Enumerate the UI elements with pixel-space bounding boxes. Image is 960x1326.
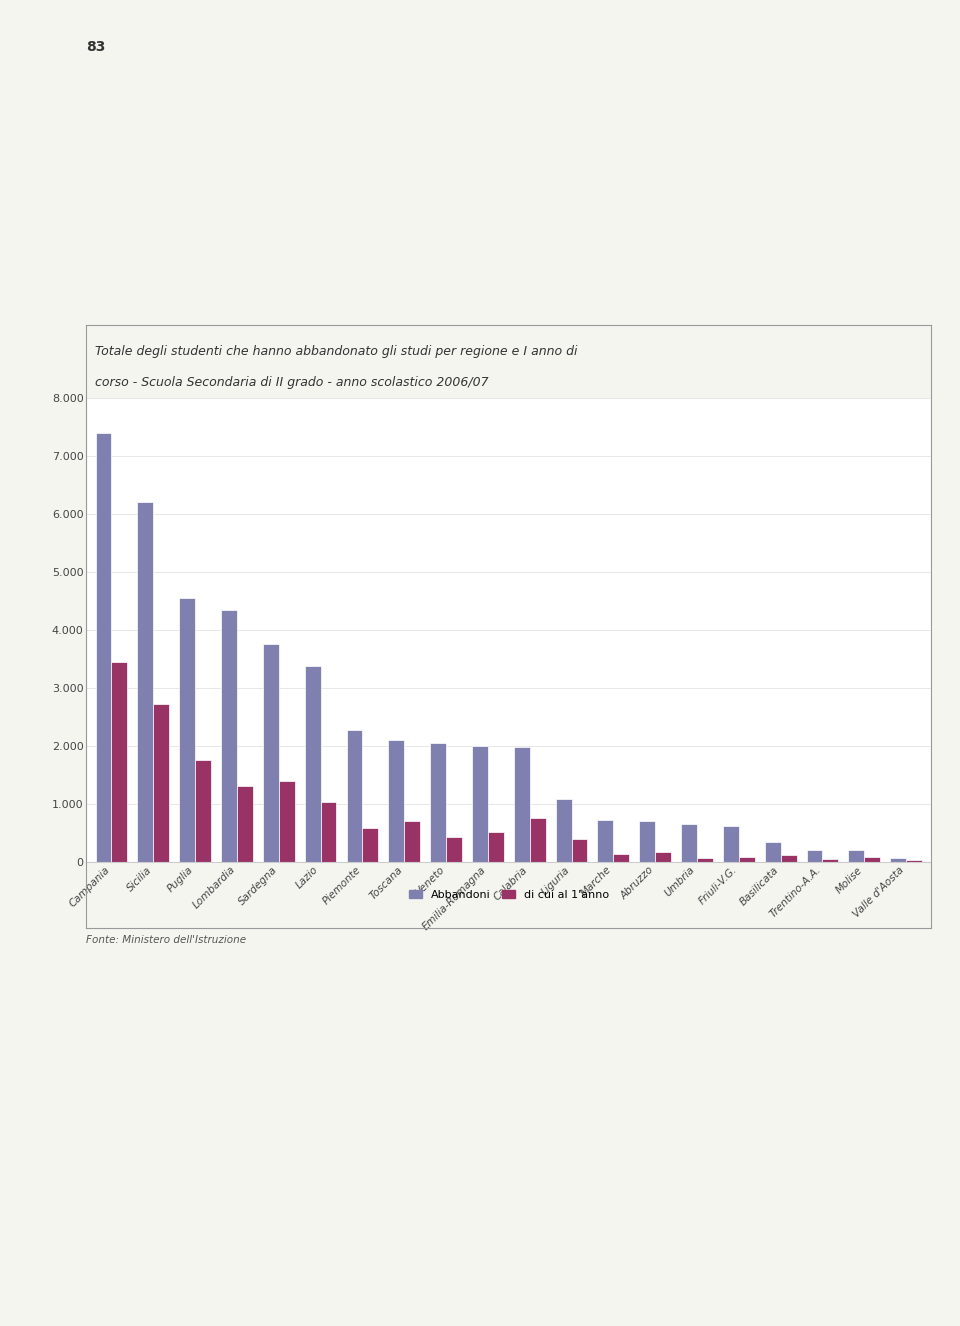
Bar <box>723 826 739 862</box>
Bar <box>278 781 295 862</box>
Bar <box>849 850 864 862</box>
Text: Totale degli studenti che hanno abbandonato gli studi per regione e I anno di: Totale degli studenti che hanno abbandon… <box>95 345 577 358</box>
Bar <box>430 743 446 862</box>
Bar <box>655 853 671 862</box>
Bar <box>639 821 655 862</box>
Bar <box>890 858 906 862</box>
Bar <box>263 644 278 862</box>
Bar <box>514 747 530 862</box>
Bar <box>137 503 154 862</box>
Text: Fonte: Ministero dell'Istruzione: Fonte: Ministero dell'Istruzione <box>86 935 247 945</box>
Bar <box>154 704 169 862</box>
Bar <box>530 818 545 862</box>
Bar <box>906 861 922 862</box>
Bar <box>780 855 797 862</box>
Bar <box>472 745 488 862</box>
Bar <box>180 598 195 862</box>
Bar <box>864 858 880 862</box>
Text: corso - Scuola Secondaria di II grado - anno scolastico 2006/07: corso - Scuola Secondaria di II grado - … <box>95 377 489 389</box>
Bar <box>613 854 629 862</box>
Bar <box>697 858 713 862</box>
Legend: Abbandoni, di cui al 1'anno: Abbandoni, di cui al 1'anno <box>404 886 613 904</box>
Bar <box>363 829 378 862</box>
Bar <box>389 740 404 862</box>
Bar <box>237 786 252 862</box>
Bar <box>765 842 780 862</box>
Bar <box>221 610 237 862</box>
Bar <box>681 825 697 862</box>
Bar <box>597 819 613 862</box>
Bar <box>404 821 420 862</box>
Bar <box>571 839 588 862</box>
Bar <box>556 800 571 862</box>
Bar <box>304 666 321 862</box>
Bar <box>488 833 504 862</box>
Bar <box>321 802 337 862</box>
Bar <box>347 729 363 862</box>
Bar <box>823 859 838 862</box>
Bar <box>446 837 462 862</box>
Bar <box>806 850 823 862</box>
Bar <box>739 858 755 862</box>
Text: 83: 83 <box>86 40 106 54</box>
Bar <box>195 760 211 862</box>
Bar <box>111 662 128 862</box>
Bar <box>96 432 111 862</box>
